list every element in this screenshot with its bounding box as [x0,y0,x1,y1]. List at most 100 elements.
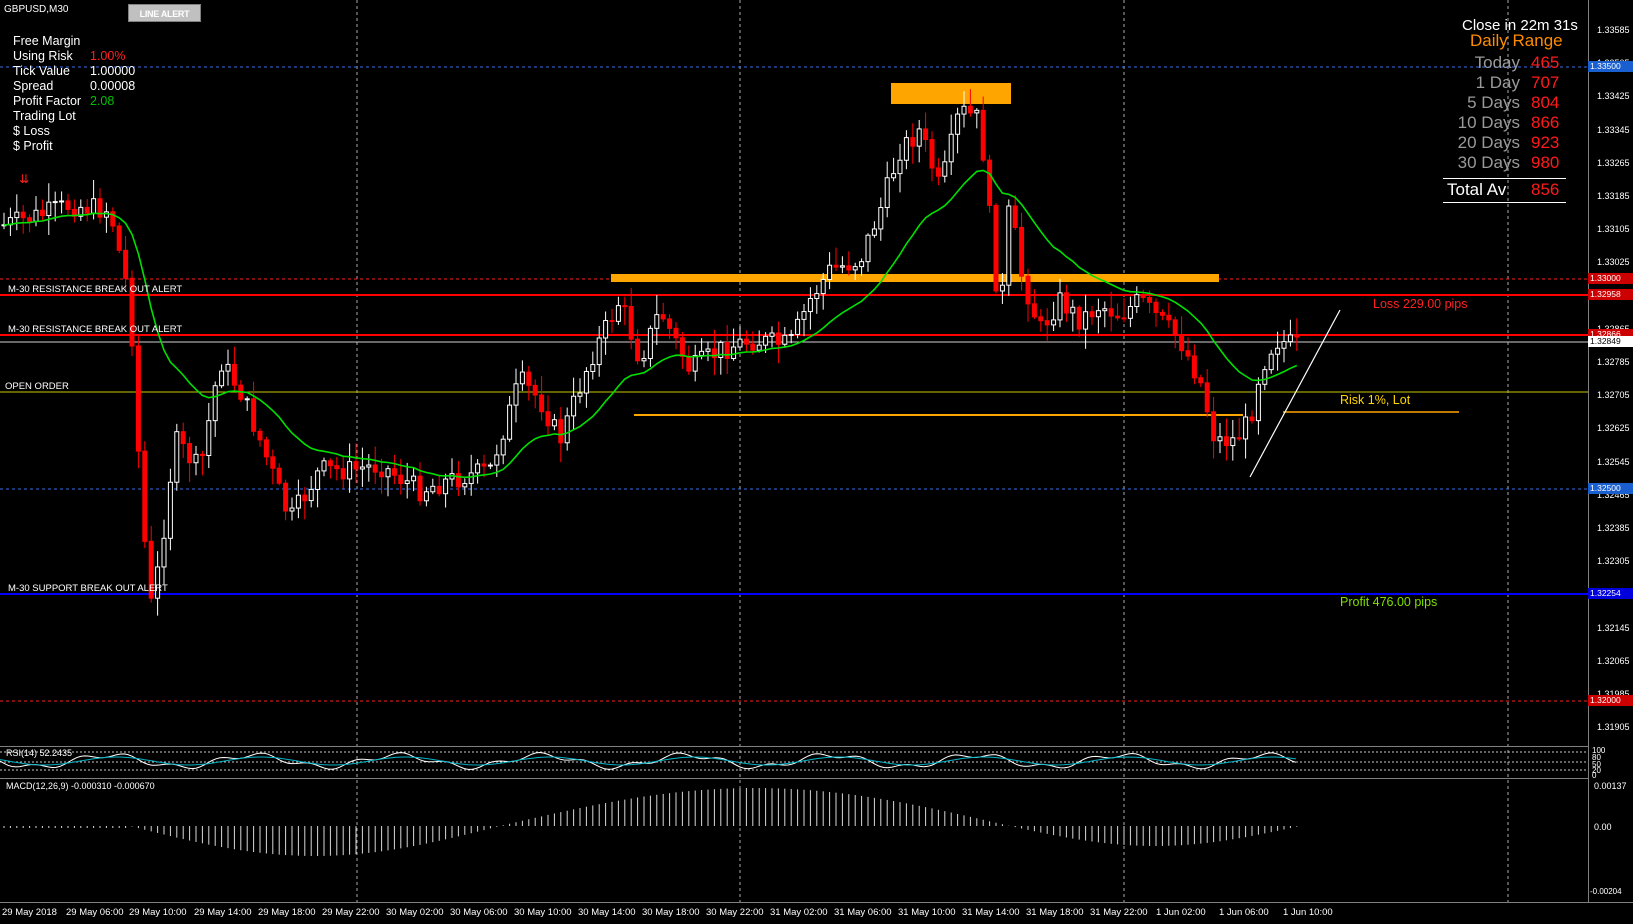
candle-body [628,306,634,340]
time-tick-label: 31 May 10:00 [898,907,956,918]
candle-body [903,137,909,161]
candle-body [353,461,359,470]
candle-body [462,483,468,488]
candle-body [1140,294,1146,299]
candle-body [155,566,161,599]
candle-body [398,474,404,485]
candle-body [1191,355,1197,379]
candle-body [1057,292,1063,321]
candle-body [641,358,647,362]
candle-body [1255,383,1261,422]
candle-body [923,128,929,141]
total-av-label: Total Av [1447,180,1507,199]
candle-body [1025,275,1031,305]
candle-body [788,333,794,336]
candle-body [513,383,519,406]
candle-body [731,346,737,359]
candle-body [1172,319,1178,336]
candle-body [1134,294,1140,308]
candle-body [443,478,449,495]
candle-body [852,266,858,271]
candle-body [180,431,186,445]
candle-body [884,177,890,209]
candle-body [379,471,385,478]
range-row-value: 923 [1531,133,1560,152]
resistance-alert-label-2: M-30 RESISTANCE BREAK OUT ALERT [8,324,183,335]
range-row-label: 10 Days [1457,113,1520,132]
candle-body [231,363,237,386]
candle-body [795,318,801,335]
candle-body [1211,411,1217,442]
candle-body [219,370,225,387]
candle-body [199,453,205,457]
price-tick-label: 1.32705 [1597,390,1630,401]
total-divider-bottom [1443,202,1566,203]
sell-arrow-icon: ⇊ [19,172,29,186]
rsi-line [0,751,1297,770]
candle-body [295,494,301,509]
candle-body [590,364,596,372]
candle-body [1243,416,1249,440]
candle-body [276,467,282,484]
candle-body [289,507,295,512]
candle-body [1102,308,1108,312]
candle-body [519,371,525,385]
candle-body [743,338,749,345]
info-label: $ Profit [13,139,53,153]
candle-body [865,234,871,263]
price-tick-label: 1.33345 [1597,124,1630,135]
candle-body [1012,205,1018,228]
candle-body [622,305,628,308]
info-label: Using Risk [13,49,73,63]
macd-level-zero: 0.00 [1594,822,1612,832]
candle-body [308,488,314,502]
price-tick-label: 1.33185 [1597,191,1630,201]
candle-body [686,355,692,372]
range-row-value: 804 [1531,93,1560,112]
range-row-value: 465 [1531,53,1560,72]
time-tick-label: 31 May 06:00 [834,907,892,918]
candle-body [948,133,954,163]
info-label: Profit Factor [13,94,82,108]
candle-body [78,206,84,217]
price-tick-label: 1.33425 [1597,91,1630,102]
trend-line[interactable] [1249,309,1341,478]
candle-body [283,482,289,512]
symbol-label: GBPUSD,M30 [4,4,69,15]
resistance-zone[interactable] [611,274,1219,282]
price-tick-label: 1.32065 [1597,655,1630,666]
candle-body [321,460,327,472]
line-alert-button[interactable]: LINE ALERT [128,4,201,22]
price-badge: 1.33000 [1588,273,1633,284]
info-label: Free Margin [13,34,81,48]
candle-body [526,371,532,386]
info-label: Spread [13,79,54,93]
candle-body [148,540,154,599]
price-tick-label: 1.32625 [1597,423,1630,434]
candle-body [52,201,58,204]
candle-body [859,261,865,268]
rsi-level-100: 100 [1592,746,1606,755]
range-row-value: 980 [1531,153,1560,172]
candle-body [955,113,961,135]
candle-body [193,453,199,464]
candle-body [372,464,378,473]
candle-body [1076,306,1082,330]
resistance-alert-label-1: M-30 RESISTANCE BREAK OUT ALERT [8,284,183,295]
candle-body [1230,437,1236,447]
time-tick-label: 29 May 22:00 [322,907,380,918]
candle-body [327,460,333,467]
range-row-label: 1 Day [1475,73,1520,92]
candle-body [1153,301,1159,313]
macd-level-top: 0.00137 [1594,781,1627,791]
candle-body [494,454,500,466]
candle-body [206,420,212,457]
support-alert-label: M-30 SUPPORT BREAK OUT ALERT [8,583,168,594]
top-supply-zone[interactable] [891,83,1011,104]
candle-body [558,419,564,444]
candle-body [1019,226,1025,277]
time-tick-label: 30 May 22:00 [706,907,764,918]
candle-body [775,332,781,345]
candle-body [84,206,90,214]
